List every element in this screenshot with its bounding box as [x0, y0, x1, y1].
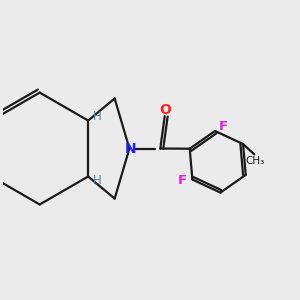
Text: H: H	[93, 174, 102, 188]
Text: H: H	[93, 110, 102, 123]
Text: O: O	[159, 103, 171, 117]
Text: F: F	[219, 120, 228, 133]
Text: F: F	[178, 175, 187, 188]
Text: CH₃: CH₃	[245, 156, 265, 166]
Text: N: N	[125, 142, 137, 155]
